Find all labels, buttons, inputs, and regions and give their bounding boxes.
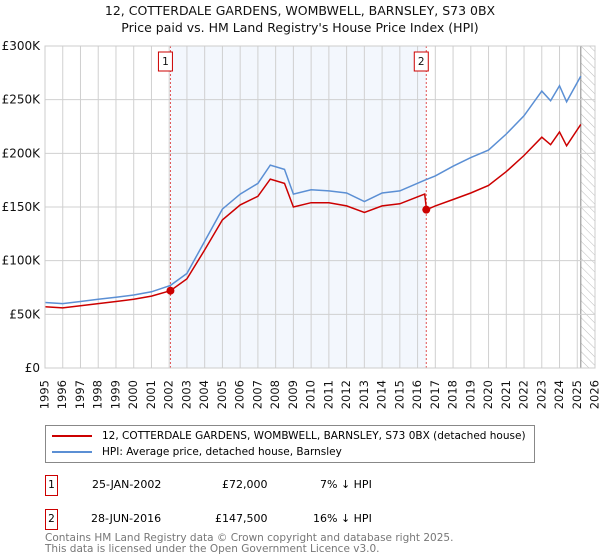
footer-licence: This data is licensed under the Open Gov…	[45, 543, 380, 555]
y-tick-label: £250K	[2, 93, 42, 107]
y-tick-label: £50K	[9, 307, 41, 321]
annotation-label: 2	[418, 56, 425, 68]
x-tick-label: 1998	[91, 380, 105, 409]
y-tick-label: £150K	[2, 200, 42, 214]
x-tick-label: 2022	[517, 380, 531, 409]
legend: 12, COTTERDALE GARDENS, WOMBWELL, BARNSL…	[45, 425, 535, 463]
annotation-box	[157, 51, 173, 72]
x-tick-label: 2002	[162, 380, 176, 409]
chart-title: 12, COTTERDALE GARDENS, WOMBWELL, BARNSL…	[104, 3, 496, 18]
x-tick-label: 2004	[197, 380, 211, 409]
x-tick-label: 2011	[321, 380, 335, 409]
x-tick-label: 2021	[499, 380, 513, 409]
x-tick-label: 2019	[463, 380, 477, 409]
x-tick-label: 2018	[446, 380, 460, 409]
y-tick-label: £300K	[2, 39, 42, 53]
transaction-badge: 1	[45, 475, 58, 496]
x-tick-label: 1996	[55, 380, 69, 409]
x-tick-label: 2006	[233, 380, 247, 409]
x-tick-label: 1997	[73, 380, 87, 409]
x-tick-label: 2016	[410, 380, 424, 409]
chart-subtitle: Price paid vs. HM Land Registry's House …	[121, 20, 479, 35]
x-tick-label: 2001	[144, 380, 158, 409]
x-tick-label: 2003	[179, 380, 193, 409]
x-tick-label: 2025	[570, 380, 584, 409]
sale-point	[422, 205, 431, 214]
transaction-date: 25-JAN-2002	[92, 478, 162, 491]
plot-frame	[44, 45, 596, 369]
price-chart: 1995 1996 1997 1998 1999 2000 2001 2002 2003 2004…	[2, 39, 600, 409]
legend-label-property: 12, COTTERDALE GARDENS, WOMBWELL, BARNSL…	[102, 430, 526, 442]
x-tick-label: 2008	[268, 380, 282, 409]
transaction-badge: 2	[45, 509, 58, 530]
x-tick-label: 2010	[304, 380, 318, 409]
series-line	[44, 75, 582, 305]
footer-copyright: Contains HM Land Registry data © Crown c…	[45, 532, 454, 544]
x-tick-label: 2023	[534, 380, 548, 409]
y-tick-label: £0	[25, 361, 40, 375]
x-tick-label: 2000	[126, 380, 140, 409]
x-tick-label: 2013	[357, 380, 371, 409]
transaction-hpi: 16% ↓ HPI	[313, 512, 372, 525]
transaction-date: 28-JUN-2016	[91, 512, 162, 525]
x-tick-label: 2007	[250, 380, 264, 409]
series-line	[44, 123, 582, 309]
legend-label-hpi: HPI: Average price, detached house, Barn…	[102, 446, 342, 458]
annotation-box	[413, 51, 429, 72]
legend-red-line	[52, 435, 92, 437]
transaction-price: £147,500	[215, 512, 268, 525]
x-tick-label: 2020	[481, 380, 495, 409]
x-tick-label: 2024	[552, 380, 566, 409]
x-tick-label: 2014	[375, 380, 389, 409]
transaction-hpi: 7% ↓ HPI	[320, 478, 372, 491]
annotation-label: 1	[162, 56, 169, 68]
x-tick-label: 2015	[392, 380, 406, 409]
x-tick-label: 2017	[428, 380, 442, 409]
y-tick-label: £100K	[2, 254, 42, 268]
x-tick-label: 2009	[286, 380, 300, 409]
transaction-price: £72,000	[222, 478, 268, 491]
transaction-row: 1 25-JAN-2002 £72,000 7% ↓ HPI	[45, 475, 445, 496]
x-tick-label: 2012	[339, 380, 353, 409]
x-tick-label: 1995	[38, 380, 52, 409]
legend-blue-line	[52, 451, 92, 453]
x-tick-label: 2026	[588, 380, 600, 409]
sale-point	[166, 286, 175, 295]
x-tick-label: 2005	[215, 380, 229, 409]
transaction-row: 2 28-JUN-2016 £147,500 16% ↓ HPI	[45, 509, 445, 530]
y-tick-label: £200K	[2, 146, 42, 160]
x-tick-label: 1999	[108, 380, 122, 409]
